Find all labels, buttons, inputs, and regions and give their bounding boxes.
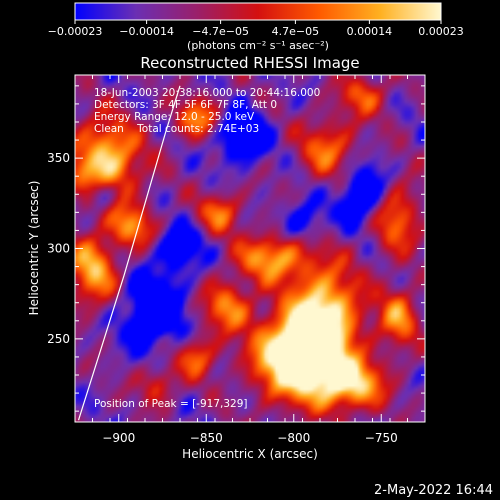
annotation-time-range: 18-Jun-2003 20:38:16.000 to 20:44:16.000 xyxy=(94,87,320,99)
y-tick-label: 300 xyxy=(47,242,70,256)
y-tick-label: 250 xyxy=(47,332,70,346)
heatmap-image xyxy=(75,75,425,422)
colorbar-tick-label: 0.00023 xyxy=(418,25,464,38)
chart-title: Reconstructed RHESSI Image xyxy=(140,54,359,72)
colorbar-tick-label: −4.7e−05 xyxy=(192,25,249,38)
annotation-energy-range: Energy Range: 12.0 - 25.0 keV xyxy=(94,111,255,123)
y-tick-labels: 250 300 350 xyxy=(47,151,70,346)
annotation-peak-position: Position of Peak = [-917,329] xyxy=(94,398,248,410)
annotation-detectors: Detectors: 3F 4F 5F 6F 7F 8F, Att 0 xyxy=(94,99,277,111)
colorbar-ticks: −0.00023 −0.00014 −4.7e−05 4.7e−05 0.00014 0.… xyxy=(48,20,464,38)
y-axis-label: Heliocentric Y (arcsec) xyxy=(27,181,41,316)
annotation-total-counts: Clean Total counts: 2.74E+03 xyxy=(94,123,259,135)
image-area xyxy=(74,74,426,423)
x-tick-label: −750 xyxy=(365,431,398,445)
y-tick-label: 350 xyxy=(47,151,70,165)
colorbar-tick-label: −0.00014 xyxy=(119,25,174,38)
colorbar: −0.00023 −0.00014 −4.7e−05 4.7e−05 0.00014 0.… xyxy=(48,2,464,52)
x-tick-labels: −900 −850 −800 −750 xyxy=(102,431,397,445)
solar-limb-curve xyxy=(77,85,181,421)
x-tick-label: −850 xyxy=(190,431,223,445)
colorbar-tick-label: 4.7e−05 xyxy=(272,25,319,38)
colorbar-tick-label: −0.00023 xyxy=(48,25,103,38)
axis-ticks xyxy=(74,75,426,422)
x-tick-label: −900 xyxy=(102,431,135,445)
colorbar-unit-label: (photons cm⁻² s⁻¹ asec⁻²) xyxy=(187,39,329,52)
x-axis-label: Heliocentric X (arcsec) xyxy=(182,447,318,461)
plot-timestamp: 2-May-2022 16:44 xyxy=(374,483,493,498)
colorbar-gradient-bar xyxy=(74,2,442,21)
x-tick-label: −800 xyxy=(277,431,310,445)
annotations: 18-Jun-2003 20:38:16.000 to 20:44:16.000… xyxy=(94,87,320,410)
colorbar-tick-label: 0.00014 xyxy=(347,25,393,38)
